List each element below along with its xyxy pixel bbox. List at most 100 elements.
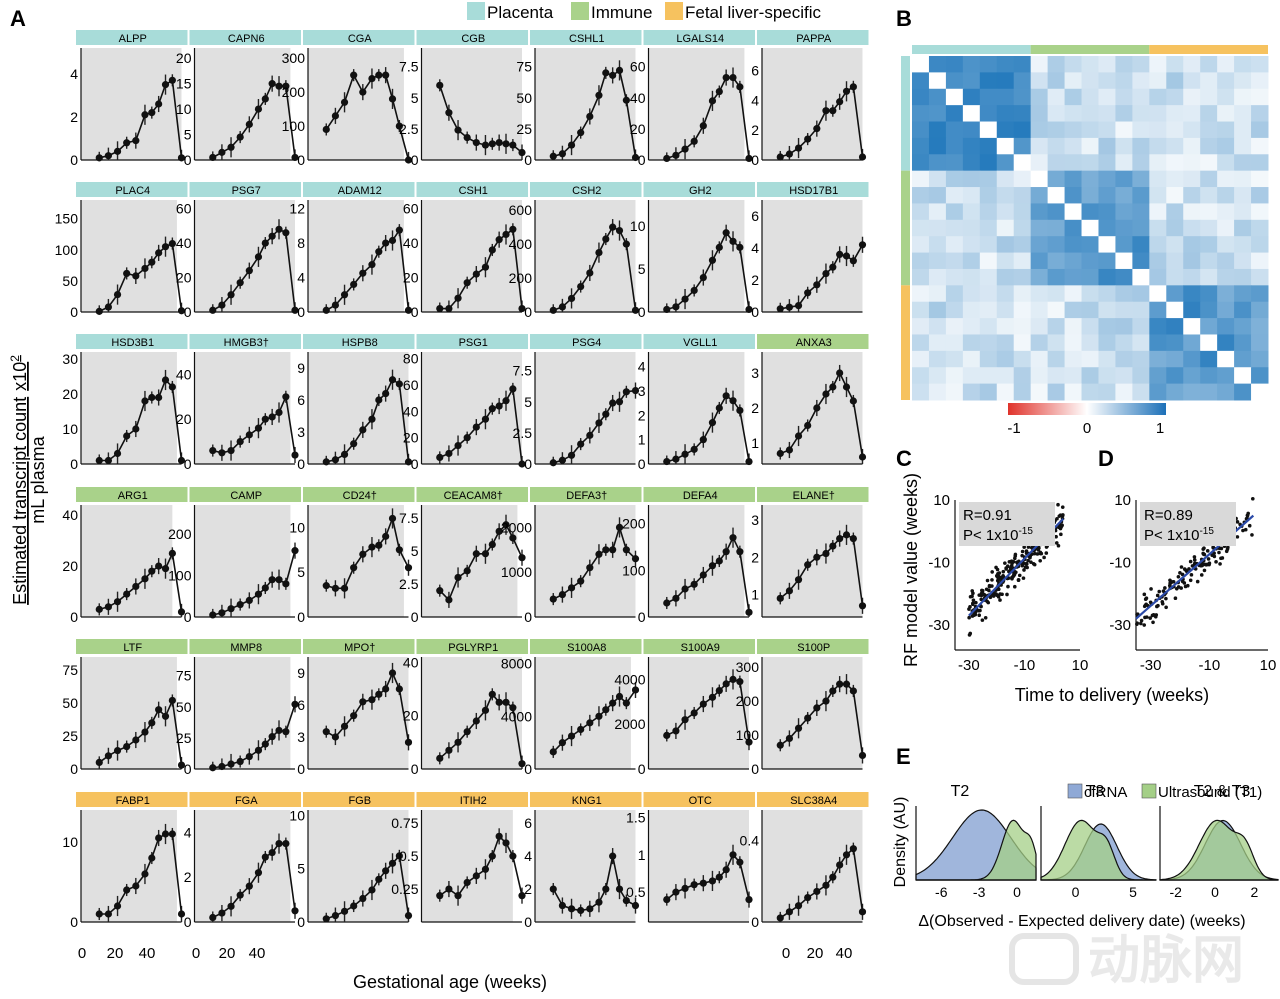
gene-point [481,263,490,271]
heatmap-cell [1047,105,1066,123]
gene-point [836,680,844,688]
heatmap-cell [1081,170,1099,188]
gene-y-tick: 4 [524,848,532,864]
gene-panel-hspb8: HSPB8 0 3 6 9 [297,334,415,472]
gene-point [155,834,163,842]
gene-y-tick: 0 [184,304,192,320]
heatmap-cell [962,285,981,303]
gene-y-tick: 0.5 [399,848,419,864]
gene-point [123,269,131,278]
scatter-point [1176,574,1181,579]
gene-point [804,714,812,722]
gene-y-tick: 3 [751,512,759,528]
heatmap-cell [928,350,947,368]
gene-point [113,290,122,299]
heatmap-cell [1013,137,1032,155]
heatmap-cell [1098,56,1116,73]
gene-y-tick: 75 [62,662,78,678]
gene-point [567,732,576,740]
scatter-point [971,602,975,607]
gene-point [95,154,103,162]
heatmap-cell [1132,285,1150,303]
gene-point [161,376,170,384]
heatmap-cell [912,219,930,237]
gene-point [509,704,517,712]
gene-y-tick: 200 [622,516,646,532]
gene-y-tick: 0 [70,152,78,168]
gene-point [822,107,830,115]
scatter-point [1188,559,1193,564]
gene-title: FGB [348,795,371,807]
heatmap-cell [912,187,930,204]
heatmap-cell [1132,137,1150,155]
gene-point [577,129,585,137]
panel-e-x-label: Δ(Observed - Expected delivery date) (we… [918,913,1245,930]
gene-shade [535,352,636,464]
heatmap-cell [1149,121,1167,139]
gene-panel-csh1: CSH1 0 20 40 60 [403,182,528,320]
gene-shade [81,657,177,769]
density-legend-swatch [1141,783,1157,799]
heatmap-cell [962,383,981,401]
gene-y-tick: 7.5 [399,59,419,75]
gene-title: CAPN6 [228,33,265,45]
gene-shade [648,505,745,617]
gene-title: MPO† [344,642,375,654]
heatmap-cell [1064,72,1083,90]
heatmap-cell [1234,285,1252,303]
heatmap-cell [1098,367,1116,385]
heatmap-cell [962,121,981,139]
gene-y-tick: 1 [638,847,646,863]
heatmap-cell [945,318,964,335]
gene-point [350,440,358,448]
gene-y-tick: 40 [403,654,419,670]
heatmap-cell [962,318,981,335]
density-legend-swatch [1067,783,1083,799]
gene-y-tick: 0 [751,152,759,168]
gene-point [132,736,140,744]
gene-point [558,901,567,910]
gene-point [663,731,671,740]
gene-y-tick: 1 [751,587,759,603]
heatmap-cell [1081,219,1099,237]
heatmap-left-strip [901,285,910,400]
heatmap-cell [1115,334,1133,352]
gene-strip [757,30,869,45]
scatter-point [1180,572,1185,577]
density-x-tick: 2 [1251,884,1259,900]
scatter-point [971,613,976,618]
gene-title: KNG1 [572,795,602,807]
heatmap-cell [962,350,981,368]
gene-point [155,562,163,570]
heatmap-cell [1234,88,1252,106]
scatter-point [1056,502,1060,507]
heatmap-cell [1166,268,1184,286]
gene-point [481,706,490,714]
scatter-y-tick: -30 [1109,617,1131,634]
gene-panel-camp: CAMP 0 100 200 [168,487,301,625]
gene-point [291,153,299,162]
gene-point [209,913,217,922]
gene-y-tick: 40 [630,90,646,106]
scatter-point [1042,555,1046,560]
heatmap-cell [1200,252,1218,270]
gene-point [481,865,490,873]
gene-y-tick: 10 [62,834,78,850]
gene-point [254,746,263,754]
heatmap-cell [1217,301,1235,319]
gene-y-tick: 8000 [501,656,532,672]
heatmap-cell [962,187,981,204]
gene-y-tick: 5 [184,127,192,143]
gene-strip [303,334,415,349]
gene-point [168,76,176,84]
heatmap-cell [912,154,930,172]
scatter-point [1192,561,1197,566]
gene-y-tick: 2 [751,122,759,138]
gene-point [681,585,689,593]
scatter-point [1235,535,1240,539]
gene-title: HSD3B1 [111,337,154,349]
scatter-point [1143,615,1147,620]
gene-strip [303,30,415,45]
gene-point [785,587,794,595]
gene-point [567,905,576,913]
